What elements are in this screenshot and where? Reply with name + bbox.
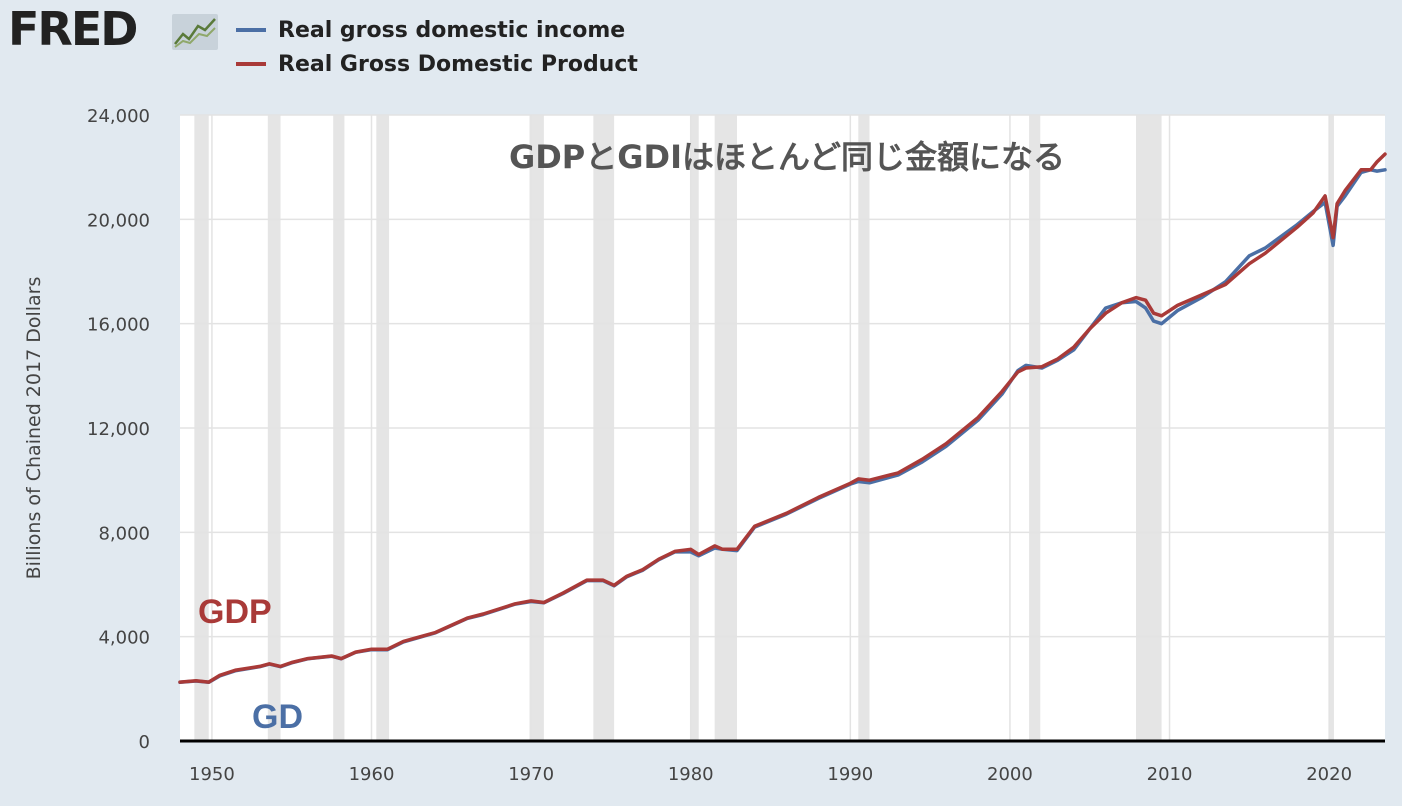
y-tick-label: 8,000 — [98, 523, 150, 544]
legend-item-gdp[interactable]: Real Gross Domestic Product — [236, 49, 638, 79]
x-tick-label: 2020 — [1306, 764, 1352, 785]
x-axis-ticks: 1950 1960 1970 1980 1990 2000 2010 2020 — [189, 764, 1352, 785]
gdi-annotation-label: GD — [252, 698, 303, 736]
grid-lines — [180, 114, 1385, 741]
fred-logo[interactable]: FRED — [8, 2, 138, 56]
y-tick-label: 20,000 — [87, 210, 150, 231]
y-axis-title: Billions of Chained 2017 Dollars — [23, 277, 45, 580]
x-tick-label: 1950 — [189, 764, 235, 785]
y-tick-label: 16,000 — [87, 315, 150, 336]
gdp-annotation-label: GDP — [198, 593, 272, 631]
legend-item-gdi[interactable]: Real gross domestic income — [236, 15, 625, 45]
x-tick-label: 1990 — [827, 764, 873, 785]
series-lines — [178, 152, 1387, 685]
chart-header: FRED Real gross domestic income Real Gro… — [0, 0, 1402, 90]
line-chart-icon — [172, 14, 218, 50]
y-tick-label: 24,000 — [87, 106, 150, 127]
legend-swatch-gdp — [236, 62, 266, 66]
y-tick-label: 0 — [139, 732, 150, 753]
series-line-gdp[interactable] — [178, 152, 1387, 684]
chart-annotation-title: GDPとGDIはほとんど同じ金額になる — [509, 138, 1065, 176]
x-tick-label: 1980 — [668, 764, 714, 785]
legend-swatch-gdi — [236, 28, 266, 32]
x-tick-label: 1960 — [349, 764, 395, 785]
y-tick-label: 4,000 — [98, 628, 150, 649]
x-tick-label: 1970 — [508, 764, 554, 785]
legend-label-gdi: Real gross domestic income — [278, 17, 626, 43]
x-tick-label: 2010 — [1147, 764, 1193, 785]
y-axis-ticks: 0 4,000 8,000 12,000 16,000 20,000 24,000 — [87, 106, 150, 753]
legend-label-gdp: Real Gross Domestic Product — [278, 51, 638, 77]
y-tick-label: 12,000 — [87, 419, 150, 440]
x-tick-label: 2000 — [987, 764, 1033, 785]
